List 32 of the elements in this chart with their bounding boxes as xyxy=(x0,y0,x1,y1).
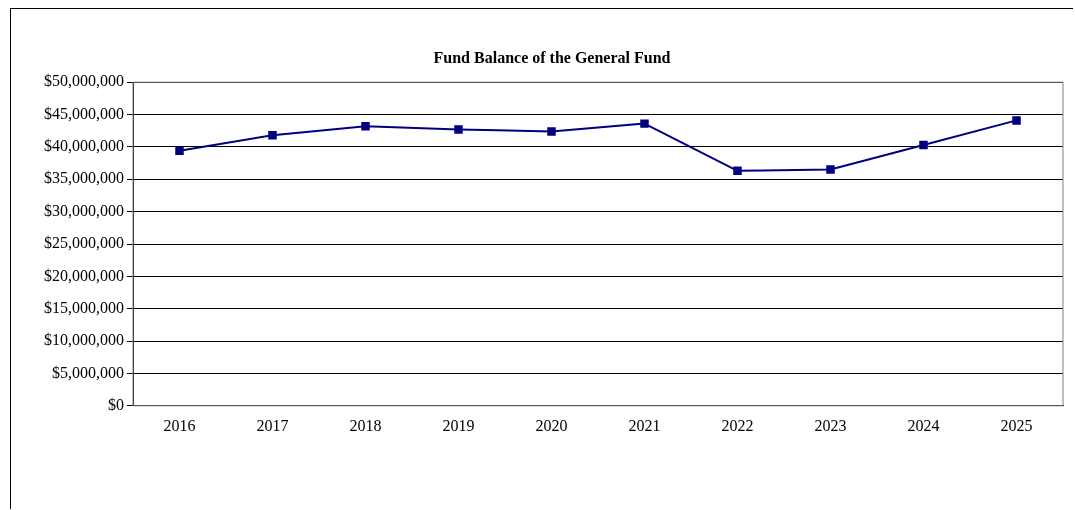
x-tick-label: 2020 xyxy=(535,416,568,434)
y-tick-label: $0 xyxy=(108,396,124,413)
y-tick-label: $35,000,000 xyxy=(44,169,124,187)
point xyxy=(733,166,742,176)
y-tick-label: $40,000,000 xyxy=(44,137,124,155)
y-tick-label: $10,000,000 xyxy=(44,331,124,349)
point xyxy=(547,127,556,136)
x-tick-label: 2024 xyxy=(907,416,940,434)
point xyxy=(919,140,928,150)
point xyxy=(826,165,835,174)
x-tick-label: 2019 xyxy=(442,416,475,434)
x-tick-label: 2018 xyxy=(349,416,382,434)
chart-title: Fund Balance of the General Fund xyxy=(433,48,671,66)
y-tick-label: $50,000,000 xyxy=(44,72,124,90)
point xyxy=(640,119,649,128)
y-tick-label: $5,000,000 xyxy=(52,363,124,381)
y-tick-label: $20,000,000 xyxy=(44,266,124,284)
point xyxy=(268,131,277,140)
y-tick-label: $45,000,000 xyxy=(44,104,124,122)
y-tick-label: $30,000,000 xyxy=(44,201,124,219)
y-tick-label: $25,000,000 xyxy=(44,234,124,252)
point xyxy=(361,121,370,131)
x-tick-label: 2023 xyxy=(814,416,847,434)
point xyxy=(1012,116,1021,125)
x-tick-label: 2025 xyxy=(1000,416,1033,434)
point xyxy=(454,125,463,134)
x-tick-label: 2022 xyxy=(721,416,754,434)
y-tick-label: $15,000,000 xyxy=(44,298,124,316)
x-tick-label: 2017 xyxy=(256,416,289,434)
x-tick-label: 2016 xyxy=(163,416,196,434)
point xyxy=(175,146,184,156)
x-tick-label: 2021 xyxy=(628,416,661,434)
